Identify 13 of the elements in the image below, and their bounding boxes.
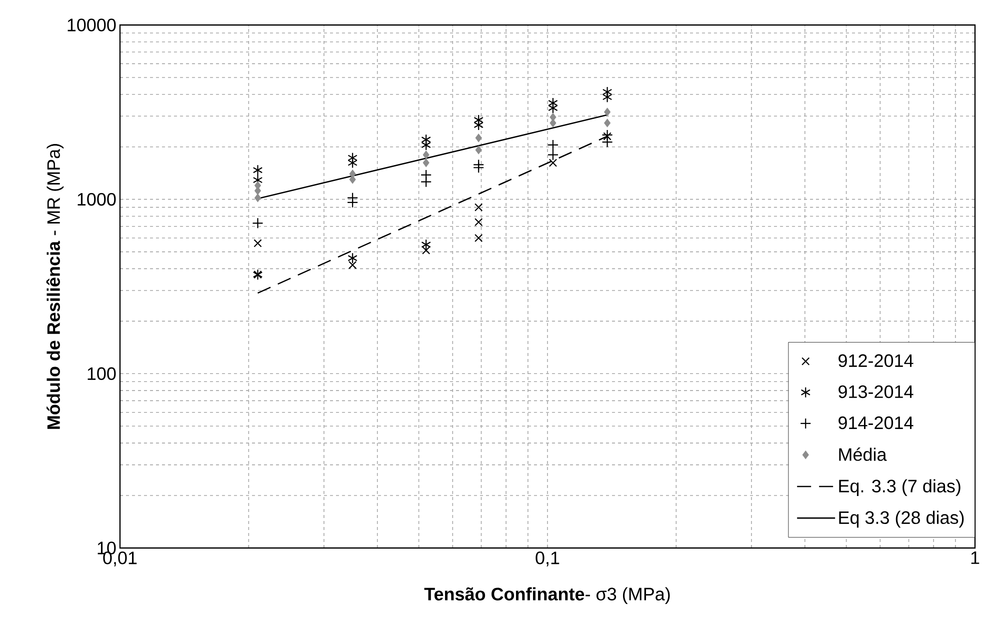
legend-label: 912-2014 [838,354,914,368]
y-tick-label: 10000 [68,18,116,32]
y-tick-label: 100 [88,367,116,380]
legend-label: Eq. 3.3 (7 dias) [839,479,960,496]
x-axis-title: Tensão Confinante- σ3 (MPa) [424,587,670,604]
y-axis-title: Módulo de Resiliência - MR (MPa) [46,144,64,429]
legend-label: Eq 3.3 (28 dias) [839,510,964,528]
x-tick-label: 0,1 [536,552,560,566]
y-tick-label: 1000 [78,192,116,206]
x-tick-label: 1 [971,552,980,564]
legend-label: Média [839,447,887,461]
legend-label: 914-2014 [838,416,914,430]
legend-label: 913-2014 [838,385,914,398]
